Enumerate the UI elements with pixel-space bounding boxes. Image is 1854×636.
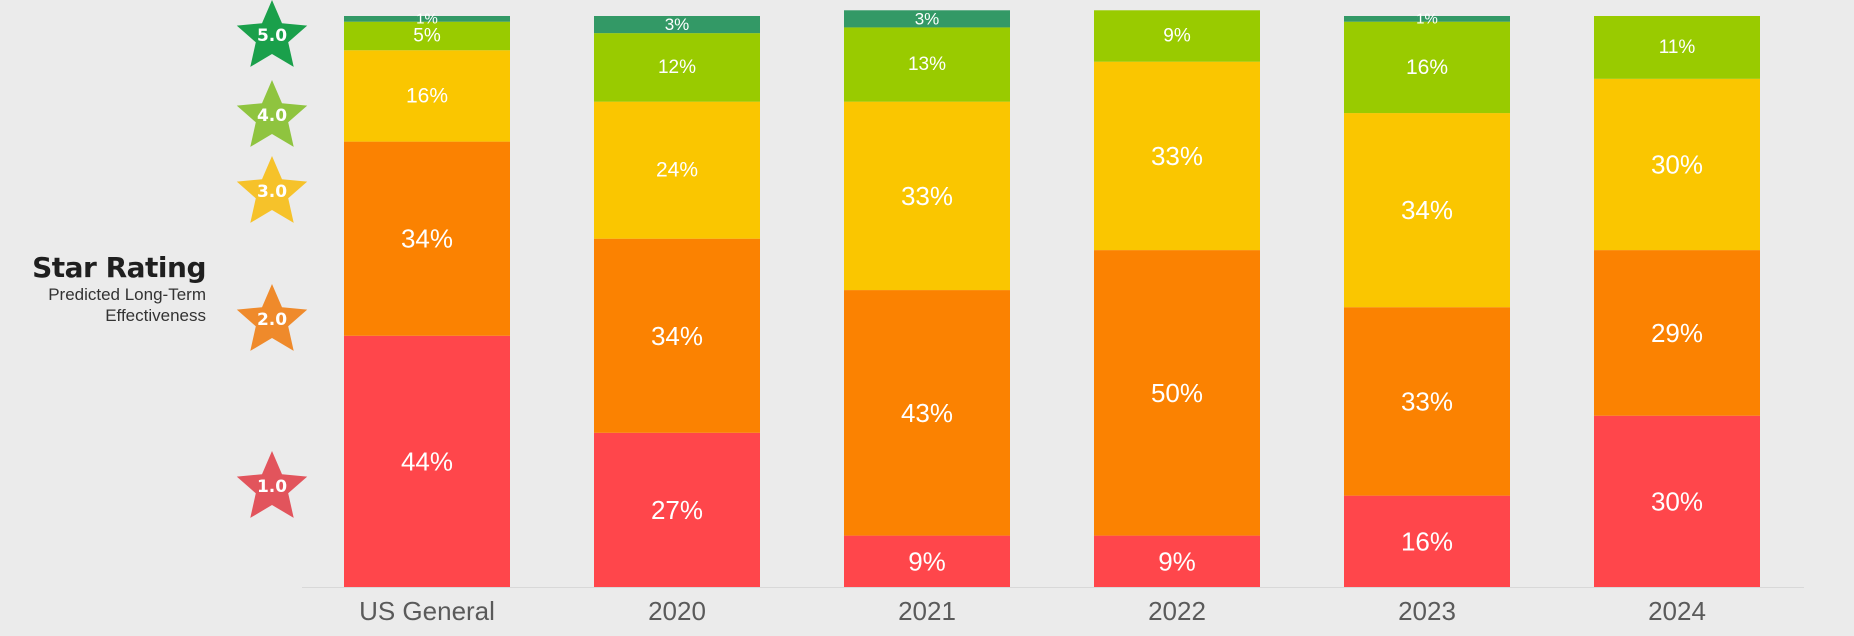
data-label: 13% <box>908 54 946 75</box>
data-label: 33% <box>1151 141 1203 171</box>
bar-segment-5-0-us-general <box>344 16 510 22</box>
data-label: 9% <box>1158 546 1196 576</box>
data-label: 27% <box>651 495 703 525</box>
bar-segment-1-0-2021 <box>844 535 1010 587</box>
data-label: 24% <box>656 159 698 182</box>
x-tick-label: 2022 <box>1148 596 1206 626</box>
star-icon-2-0 <box>236 284 308 351</box>
legend-subtitle-line2: Effectiveness <box>105 306 206 325</box>
bar-segment-4-0-2024 <box>1594 16 1760 79</box>
bar-segment-2-0-2021 <box>844 290 1010 536</box>
bar-segment-2-0-2023 <box>1344 307 1510 496</box>
star-rating-label: 1.0 <box>257 477 287 497</box>
bar-segment-3-0-us-general <box>344 50 510 142</box>
bar-segment-3-0-2022 <box>1094 61 1260 251</box>
x-tick-label: 2023 <box>1398 596 1456 626</box>
data-label: 9% <box>908 546 946 576</box>
x-tick-label: 2021 <box>898 596 956 626</box>
bar-segment-4-0-2020 <box>594 33 760 102</box>
data-label: 30% <box>1651 486 1703 516</box>
data-label: 11% <box>1659 37 1696 58</box>
star-icon-5-0 <box>236 0 308 67</box>
data-label: 34% <box>1401 195 1453 225</box>
data-label: 16% <box>1406 56 1448 79</box>
data-label: 30% <box>1651 149 1703 179</box>
bar-segment-1-0-2020 <box>594 432 760 587</box>
data-label: 29% <box>1651 318 1703 348</box>
bar-segment-2-0-2020 <box>594 238 760 433</box>
bar-segment-4-0-2023 <box>1344 21 1510 114</box>
data-label: 50% <box>1151 378 1203 408</box>
data-label: 3% <box>915 9 940 28</box>
data-label: 16% <box>1401 526 1453 556</box>
bar-segment-1-0-2023 <box>1344 495 1510 587</box>
x-tick-label: US General <box>359 596 495 626</box>
data-label: 12% <box>658 57 696 78</box>
bar-segment-1-0-2022 <box>1094 535 1260 587</box>
bar-segment-3-0-2021 <box>844 101 1010 291</box>
bar-segment-4-0-2022 <box>1094 10 1260 62</box>
legend-subtitle-line1: Predicted Long-Term <box>48 285 206 304</box>
bar-segment-5-0-2020 <box>594 16 760 34</box>
data-label: 44% <box>401 446 453 476</box>
bar-segment-4-0-us-general <box>344 21 510 51</box>
bar-segment-5-0-2023 <box>1344 16 1510 22</box>
star-rating-label: 2.0 <box>257 310 287 330</box>
bar-segment-2-0-2022 <box>1094 250 1260 536</box>
legend-title-block: Star Rating Predicted Long-Term Effectiv… <box>32 252 206 326</box>
data-label: 33% <box>1401 386 1453 416</box>
bar-segment-4-0-2021 <box>844 27 1010 102</box>
star-icon-4-0 <box>236 80 308 147</box>
x-tick-label: 2024 <box>1648 596 1706 626</box>
data-label: 9% <box>1163 25 1191 46</box>
data-label: 1% <box>416 10 438 27</box>
bar-segment-2-0-2024 <box>1594 250 1760 416</box>
data-label: 3% <box>665 15 690 34</box>
data-label: 43% <box>901 398 953 428</box>
star-rating-label: 3.0 <box>257 182 287 202</box>
data-label: 34% <box>401 224 453 254</box>
bar-segment-3-0-2023 <box>1344 113 1510 308</box>
data-label: 1% <box>1416 10 1438 27</box>
bar-segment-1-0-2024 <box>1594 415 1760 587</box>
star-icon-3-0 <box>236 156 308 223</box>
data-label: 5% <box>413 25 441 46</box>
bar-segment-5-0-2021 <box>844 10 1010 28</box>
data-label: 34% <box>651 321 703 351</box>
bar-segment-3-0-2020 <box>594 101 760 239</box>
star-icon-1-0 <box>236 451 308 518</box>
star-rating-label: 5.0 <box>257 26 287 46</box>
bar-segment-2-0-us-general <box>344 141 510 336</box>
x-tick-label: 2020 <box>648 596 706 626</box>
bar-segment-3-0-2024 <box>1594 78 1760 251</box>
bar-segment-1-0-us-general <box>344 335 510 587</box>
legend-title: Star Rating <box>32 251 206 284</box>
data-label: 16% <box>406 84 448 107</box>
data-label: 33% <box>901 181 953 211</box>
star-rating-label: 4.0 <box>257 106 287 126</box>
